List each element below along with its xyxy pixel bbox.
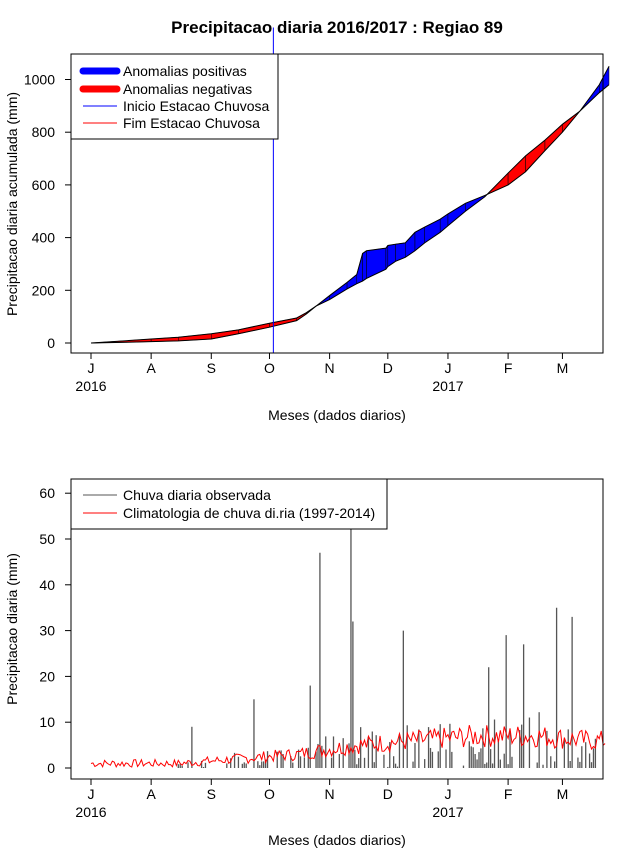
year-label: 2016 — [75, 804, 106, 820]
top-legend: Anomalias positivas Anomalias negativas … — [70, 53, 279, 140]
legend-end: Fim Estacao Chuvosa — [123, 115, 260, 131]
x-tick-label: F — [504, 786, 513, 802]
x-tick-label: M — [557, 360, 569, 376]
chart-title: Precipitacao diaria 2016/2017 : Regiao 8… — [171, 18, 503, 37]
y-tick-label: 10 — [39, 714, 55, 730]
year-label: 2017 — [432, 378, 463, 394]
cumulative-lines — [90, 66, 610, 344]
top-y-label: Precipitacao diaria acumulada (mm) — [4, 92, 20, 316]
x-tick-label: D — [383, 360, 393, 376]
positive-anomaly-area — [385, 244, 389, 270]
legend-negative: Anomalias negativas — [123, 81, 252, 97]
x-tick-label: J — [88, 360, 95, 376]
top-plot-frame — [70, 53, 604, 354]
legend-start: Inicio Estacao Chuvosa — [123, 98, 270, 114]
bottom-legend-box — [70, 478, 388, 530]
positive-anomaly-area — [387, 243, 396, 268]
y-tick-label: 400 — [32, 230, 56, 246]
top-y-axis: 0 200 400 600 800 1000 — [24, 72, 71, 351]
x-tick-label: O — [264, 360, 275, 376]
x-tick-label: N — [325, 360, 335, 376]
y-tick-label: 1000 — [24, 72, 55, 88]
y-tick-label: 50 — [39, 531, 55, 547]
y-tick-label: 0 — [47, 760, 55, 776]
x-tick-label: A — [146, 360, 156, 376]
y-tick-label: 20 — [39, 668, 55, 684]
x-tick-label: O — [264, 786, 275, 802]
y-tick-label: 0 — [47, 335, 55, 351]
y-tick-label: 200 — [32, 282, 56, 298]
bottom-y-label: Precipitacao diaria (mm) — [4, 553, 20, 705]
x-tick-label: D — [383, 786, 393, 802]
climatology-line — [90, 725, 606, 769]
x-tick-label: J — [444, 360, 451, 376]
legend-positive: Anomalias positivas — [123, 63, 247, 79]
negative-anomaly-area — [525, 139, 546, 173]
x-tick-label: N — [325, 786, 335, 802]
x-tick-label: J — [444, 786, 451, 802]
x-tick-label: F — [504, 360, 513, 376]
year-label: 2016 — [75, 378, 106, 394]
x-tick-label: A — [146, 786, 156, 802]
x-tick-label: S — [207, 786, 216, 802]
year-label: 2017 — [432, 804, 463, 820]
positive-anomaly-area — [395, 242, 406, 262]
positive-anomaly-area — [447, 202, 466, 227]
y-tick-label: 800 — [32, 124, 56, 140]
bottom-legend: Chuva diaria observada Climatologia de c… — [70, 478, 388, 530]
bottom-x-label: Meses (dados diarios) — [268, 832, 406, 848]
y-tick-label: 30 — [39, 623, 55, 639]
positive-anomaly-area — [362, 250, 367, 282]
y-tick-label: 600 — [32, 177, 56, 193]
climatology-cumulative-line — [90, 84, 610, 344]
top-x-label: Meses (dados diarios) — [268, 407, 406, 423]
legend-climatology: Climatologia de chuva di.ria (1997-2014) — [123, 505, 375, 521]
x-tick-label: J — [88, 786, 95, 802]
y-tick-label: 60 — [39, 485, 55, 501]
bottom-x-axis: J A S O N D J F M 2016 2017 — [75, 779, 568, 820]
legend-observed: Chuva diaria observada — [123, 487, 271, 503]
y-tick-label: 40 — [39, 577, 55, 593]
daily-rain-bars — [177, 525, 597, 768]
observed-cumulative-line — [90, 66, 610, 344]
top-x-axis: J A S O N D J F M 2016 2017 — [75, 353, 568, 394]
bottom-y-axis: 0 10 20 30 40 50 60 — [39, 485, 71, 776]
x-tick-label: S — [207, 360, 216, 376]
x-tick-label: M — [557, 786, 569, 802]
